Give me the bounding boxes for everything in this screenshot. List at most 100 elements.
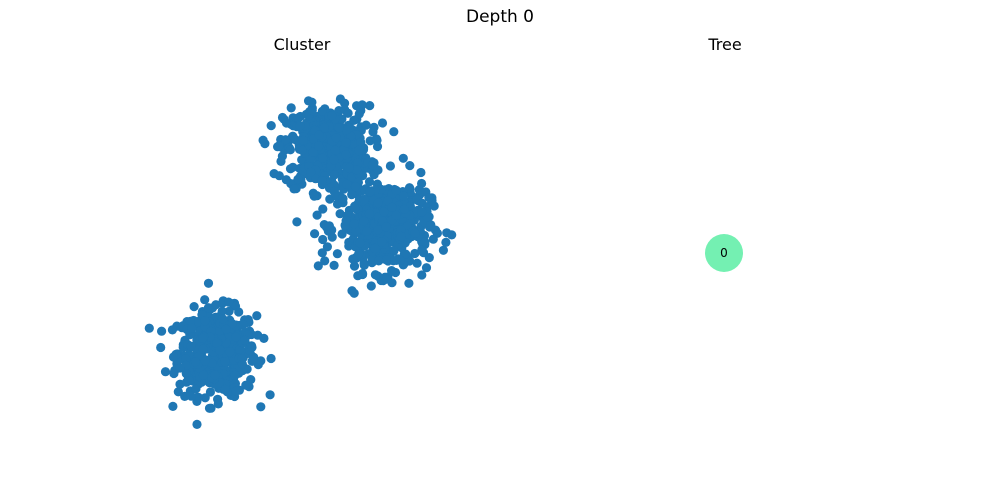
scatter-point (218, 314, 228, 324)
scatter-point (396, 231, 406, 242)
scatter-point (320, 256, 330, 266)
scatter-point (200, 295, 210, 305)
scatter-point (369, 122, 379, 132)
scatter-point (310, 229, 320, 239)
scatter-point (387, 202, 397, 212)
scatter-point (225, 347, 235, 357)
scatter-point (190, 357, 201, 367)
scatter-point (335, 209, 345, 219)
scatter-point (417, 245, 427, 255)
scatter-point (221, 324, 231, 334)
scatter-point (381, 222, 391, 232)
scatter-point (405, 161, 415, 171)
scatter-point (189, 302, 199, 312)
scatter-point (307, 106, 317, 116)
scatter-point (169, 368, 179, 379)
scatter-point (317, 176, 327, 186)
scatter-point (417, 270, 427, 280)
scatter-point (220, 357, 230, 367)
scatter-point (359, 216, 369, 226)
scatter-point (180, 391, 190, 401)
scatter-point (200, 393, 210, 403)
scatter-point (210, 370, 220, 380)
scatter-point (337, 114, 347, 124)
tree-plot: 0 (705, 234, 743, 272)
scatter-point (322, 242, 332, 252)
scatter-point (181, 354, 191, 364)
scatter-point (341, 216, 351, 226)
scatter-point (186, 391, 196, 401)
scatter-point (387, 266, 397, 276)
scatter-point (329, 154, 339, 165)
scatter-point (331, 133, 341, 143)
scatter-point (234, 307, 244, 317)
scatter-point (167, 325, 177, 335)
scatter-point (349, 219, 359, 229)
scatter-point (247, 342, 257, 352)
scatter-point (308, 147, 318, 157)
scatter-point (358, 268, 368, 279)
scatter-point (241, 380, 251, 390)
scatter-point (318, 234, 328, 245)
scatter-point (350, 181, 361, 192)
scatter-point (330, 145, 340, 155)
scatter-point (286, 103, 296, 113)
scatter-point (313, 261, 323, 271)
scatter-point (347, 172, 357, 182)
scatter-point (421, 263, 432, 273)
scatter-point (359, 260, 369, 270)
scatter-point (297, 145, 307, 155)
scatter-point (438, 245, 448, 255)
cluster-panel-title: Cluster (273, 35, 331, 54)
scatter-point (293, 174, 303, 184)
scatter-point (288, 162, 298, 172)
scatter-point (224, 297, 234, 307)
scatter-point (168, 401, 178, 411)
tree-panel-title: Tree (708, 35, 742, 54)
scatter-point (329, 260, 339, 270)
tree-node-label: 0 (720, 246, 728, 260)
scatter-point (364, 177, 375, 187)
scatter-point (306, 167, 316, 177)
scatter-point (399, 191, 409, 201)
scatter-point (212, 338, 222, 348)
figure-title: Depth 0 (466, 7, 534, 27)
scatter-point (377, 118, 388, 128)
scatter-point (385, 161, 395, 171)
scatter-point (200, 316, 210, 326)
scatter-point (200, 356, 210, 366)
scatter-point (175, 363, 185, 373)
scatter-point (399, 204, 409, 214)
scatter-point (281, 135, 291, 145)
scatter-point (184, 376, 194, 386)
scatter-point (370, 243, 380, 254)
scatter-point (404, 183, 415, 193)
scatter-point (389, 246, 399, 256)
scatter-point (377, 237, 387, 247)
scatter-point (238, 320, 248, 330)
scatter-point (354, 249, 364, 259)
scatter-point (292, 217, 302, 227)
scatter-point (428, 234, 438, 244)
scatter-point (389, 127, 399, 137)
scatter-point (198, 344, 208, 354)
scatter-point (285, 145, 295, 155)
scatter-point (240, 335, 250, 345)
scatter-point (298, 135, 308, 145)
scatter-point (364, 209, 374, 219)
scatter-point (309, 191, 319, 201)
scatter-point (362, 226, 372, 236)
scatter-point (230, 370, 240, 380)
scatter-point (381, 255, 391, 265)
scatter-point (319, 122, 329, 133)
scatter-point (144, 323, 154, 333)
scatter-point (365, 136, 375, 146)
scatter-point (337, 193, 348, 203)
scatter-point (334, 123, 344, 133)
scatter-point (224, 306, 234, 316)
scatter-point (350, 203, 360, 213)
scatter-point (341, 125, 352, 135)
scatter-point (181, 369, 191, 379)
scatter-point (198, 370, 208, 380)
scatter-point (349, 115, 359, 125)
